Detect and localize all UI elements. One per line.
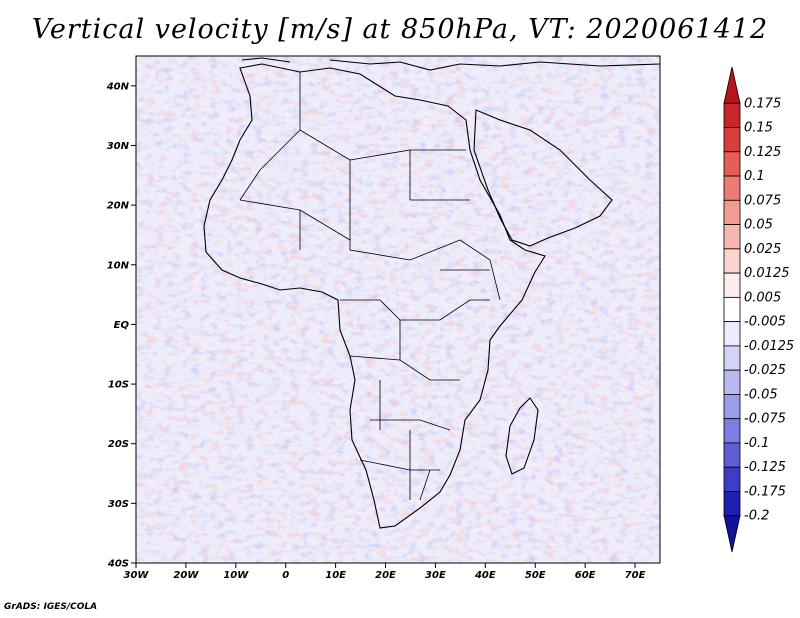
country-borders xyxy=(239,72,501,501)
lon-tick-label: 40E xyxy=(474,570,496,581)
lon-tick-label: 50E xyxy=(525,570,546,581)
colorbar-segment xyxy=(723,466,741,492)
colorbar-label: -0.075 xyxy=(744,412,786,427)
colorbar-label: 0.025 xyxy=(744,242,781,257)
lat-tick-label: 40N xyxy=(106,81,130,92)
plot-area xyxy=(136,56,660,563)
colorbar-segment xyxy=(723,151,741,177)
lon-tick-label: 20E xyxy=(375,570,396,581)
colorbar-label: -0.0125 xyxy=(744,339,794,354)
vertical-velocity-field xyxy=(136,56,660,563)
lon-tick-label: 0 xyxy=(282,570,289,581)
colorbar-label: -0.005 xyxy=(744,315,786,330)
lon-tick-label: 70E xyxy=(625,570,646,581)
colorbar-segment xyxy=(723,199,741,225)
coastline-europe xyxy=(241,57,660,71)
colorbar-label: 0.175 xyxy=(744,96,781,111)
lat-tick-label: 30S xyxy=(108,499,129,510)
lon-tick-label: 30W xyxy=(124,570,150,581)
lat-tick-label: 20S xyxy=(108,439,129,450)
colorbar-segment xyxy=(723,491,741,517)
colorbar-label: 0.125 xyxy=(744,145,781,160)
lon-tick-label: 30E xyxy=(425,570,446,581)
lat-tick-label: 10S xyxy=(108,380,129,391)
lat-tick-label: 20N xyxy=(107,201,130,212)
colorbar-arrow-top xyxy=(723,66,741,104)
coastline-africa xyxy=(203,63,546,529)
lat-tick-label: 10N xyxy=(107,260,130,271)
lon-tick-label: 60E xyxy=(575,570,596,581)
colorbar-label: 0.05 xyxy=(744,218,773,233)
lon-tick-label: 10W xyxy=(223,570,249,581)
colorbar-arrow-bottom xyxy=(723,515,741,553)
lat-tick-label: 40S xyxy=(107,559,129,570)
lon-tick-label: 10E xyxy=(325,570,346,581)
coastline-madagascar xyxy=(505,397,539,475)
lon-tick-label: 20W xyxy=(173,570,199,581)
colorbar-segment xyxy=(723,321,741,347)
colorbar-label: -0.175 xyxy=(744,484,786,499)
colorbar-label: 0.0125 xyxy=(744,266,790,281)
axis-ticks: 30W 20W 10W 0 10E 20E 30E 40E 50E 60E 70E 40N 30N 20N… xyxy=(106,81,646,581)
colorbar-segment xyxy=(723,418,741,444)
colorbar-segment xyxy=(723,248,741,274)
colorbar-segment xyxy=(723,442,741,468)
colorbar-label: -0.2 xyxy=(744,509,769,524)
colorbar-segment xyxy=(723,127,741,153)
colorbar-segment xyxy=(723,369,741,395)
colorbar-segment xyxy=(723,345,741,371)
colorbar-label: 0.075 xyxy=(744,193,781,208)
coastline-arabia xyxy=(473,109,613,247)
chart-title: Vertical velocity [m/s] at 850hPa, VT: 2… xyxy=(31,14,769,45)
colorbar-label: 0.1 xyxy=(744,169,765,184)
lat-tick-label: EQ xyxy=(114,320,130,331)
colorbar-segment xyxy=(723,102,741,128)
colorbar-label: -0.1 xyxy=(744,436,769,451)
colorbar-segment xyxy=(723,175,741,201)
colorbar-segment xyxy=(723,272,741,298)
colorbar-label: -0.125 xyxy=(744,460,786,475)
credit-text: GrADS: IGES/COLA xyxy=(4,602,98,612)
colorbar-segment xyxy=(723,394,741,420)
plot-frame xyxy=(135,55,661,564)
colorbar-label: -0.05 xyxy=(744,387,778,402)
lat-tick-label: 30N xyxy=(107,141,130,152)
colorbar: 0.175 0.15 0.125 0.1 0.075 0.05 0.025 0.0125 0.0… xyxy=(723,66,794,553)
colorbar-segment xyxy=(723,224,741,250)
colorbar-label: 0.15 xyxy=(744,121,773,136)
colorbar-label: -0.025 xyxy=(744,363,786,378)
colorbar-segment xyxy=(723,296,741,323)
colorbar-label: 0.005 xyxy=(744,290,781,305)
